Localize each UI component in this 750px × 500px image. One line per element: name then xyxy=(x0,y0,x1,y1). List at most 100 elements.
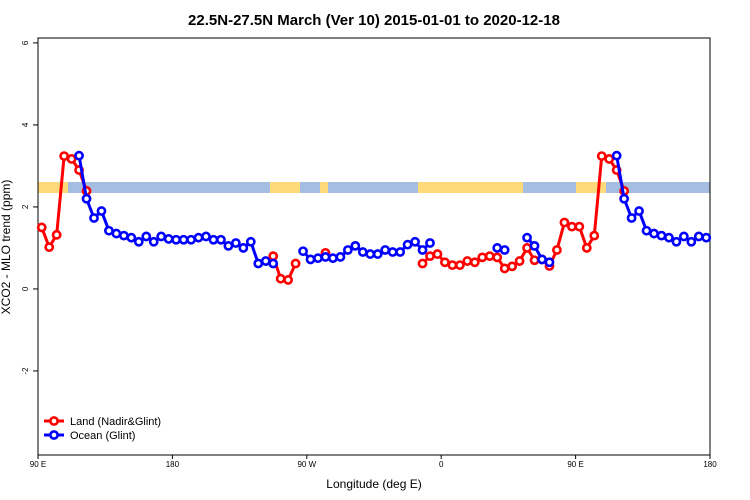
data-point xyxy=(552,245,562,255)
data-point xyxy=(484,251,495,262)
data-point xyxy=(611,150,622,161)
data-point xyxy=(148,236,159,247)
y-tick-label: 2 xyxy=(21,204,30,209)
data-point xyxy=(268,258,279,269)
data-point xyxy=(574,221,585,232)
y-tick-label: 6 xyxy=(21,40,30,45)
data-point xyxy=(522,243,532,253)
data-point xyxy=(350,240,361,251)
data-point xyxy=(678,231,689,242)
data-point xyxy=(171,234,182,245)
data-point xyxy=(223,240,234,251)
x-tick-label: 90 E xyxy=(30,460,46,469)
data-point xyxy=(656,230,667,241)
data-point xyxy=(275,273,286,284)
data-point xyxy=(305,254,316,265)
data-point xyxy=(604,154,615,164)
chart-title: 22.5N-27.5N March (Ver 10) 2015-01-01 to… xyxy=(188,12,560,29)
data-point xyxy=(104,225,114,236)
data-point xyxy=(298,246,308,257)
legend-marker xyxy=(49,430,59,440)
data-point xyxy=(118,230,129,241)
data-point xyxy=(59,151,70,161)
data-point xyxy=(111,228,122,239)
data-point xyxy=(193,232,204,243)
data-point xyxy=(649,228,659,239)
y-tick-label: 0 xyxy=(21,286,30,291)
data-point xyxy=(283,275,294,285)
data-point xyxy=(641,225,652,236)
data-point xyxy=(51,229,62,240)
data-point xyxy=(522,232,532,243)
y-tick-label: 4 xyxy=(21,122,30,127)
data-point xyxy=(619,193,630,204)
data-point xyxy=(36,222,47,233)
data-point xyxy=(499,263,510,274)
data-point xyxy=(290,258,301,269)
data-point xyxy=(357,247,368,257)
data-point xyxy=(365,249,376,259)
data-point xyxy=(537,254,547,265)
data-point xyxy=(320,252,331,262)
data-point xyxy=(260,256,271,266)
data-point xyxy=(238,243,249,253)
map-strip xyxy=(38,182,710,193)
data-point xyxy=(96,206,107,216)
plot-frame xyxy=(37,37,711,456)
data-point xyxy=(402,239,413,250)
data-point xyxy=(425,251,435,262)
data-point xyxy=(328,253,338,264)
x-tick-label: 180 xyxy=(166,460,180,469)
data-point xyxy=(544,257,555,268)
y-axis-label: XCO2 - MLO trend (ppm) xyxy=(0,180,13,315)
data-point xyxy=(163,234,174,244)
data-point xyxy=(208,234,219,245)
data-point xyxy=(514,256,525,266)
legend-label: Ocean (Glint) xyxy=(70,430,135,442)
data-point xyxy=(492,243,503,253)
data-point xyxy=(693,231,704,242)
data-point xyxy=(499,245,510,255)
data-point xyxy=(492,252,503,263)
data-point xyxy=(626,213,637,223)
data-point xyxy=(559,217,570,228)
data-point xyxy=(454,260,465,271)
x-tick-label: 90 E xyxy=(567,460,583,469)
data-point xyxy=(664,232,674,243)
data-point xyxy=(342,245,353,255)
data-point xyxy=(387,247,398,257)
data-point xyxy=(529,240,540,251)
data-point xyxy=(230,238,241,248)
data-point xyxy=(671,236,682,247)
legend-label: Land (Nadir&Glint) xyxy=(70,416,161,428)
x-tick-label: 180 xyxy=(703,460,717,469)
data-point xyxy=(178,234,189,245)
data-point xyxy=(201,231,211,242)
data-point xyxy=(701,232,712,243)
data-point xyxy=(372,249,383,259)
data-point xyxy=(335,252,346,262)
data-point xyxy=(440,257,450,268)
data-point xyxy=(596,151,607,161)
data-point xyxy=(477,252,488,263)
data-point xyxy=(380,245,391,255)
data-point xyxy=(686,236,697,247)
data-point xyxy=(156,231,167,242)
data-point xyxy=(425,238,435,248)
data-point xyxy=(447,260,458,271)
data-point xyxy=(216,234,226,245)
data-point xyxy=(89,213,99,223)
data-point xyxy=(462,256,473,266)
data-point xyxy=(133,236,144,247)
data-point xyxy=(81,193,92,204)
data-point xyxy=(469,257,480,268)
data-point xyxy=(581,243,592,253)
data-point xyxy=(395,247,406,257)
data-point xyxy=(186,234,196,245)
data-point xyxy=(410,236,420,247)
data-point xyxy=(313,253,323,264)
data-point xyxy=(529,255,540,266)
data-point xyxy=(253,258,264,269)
